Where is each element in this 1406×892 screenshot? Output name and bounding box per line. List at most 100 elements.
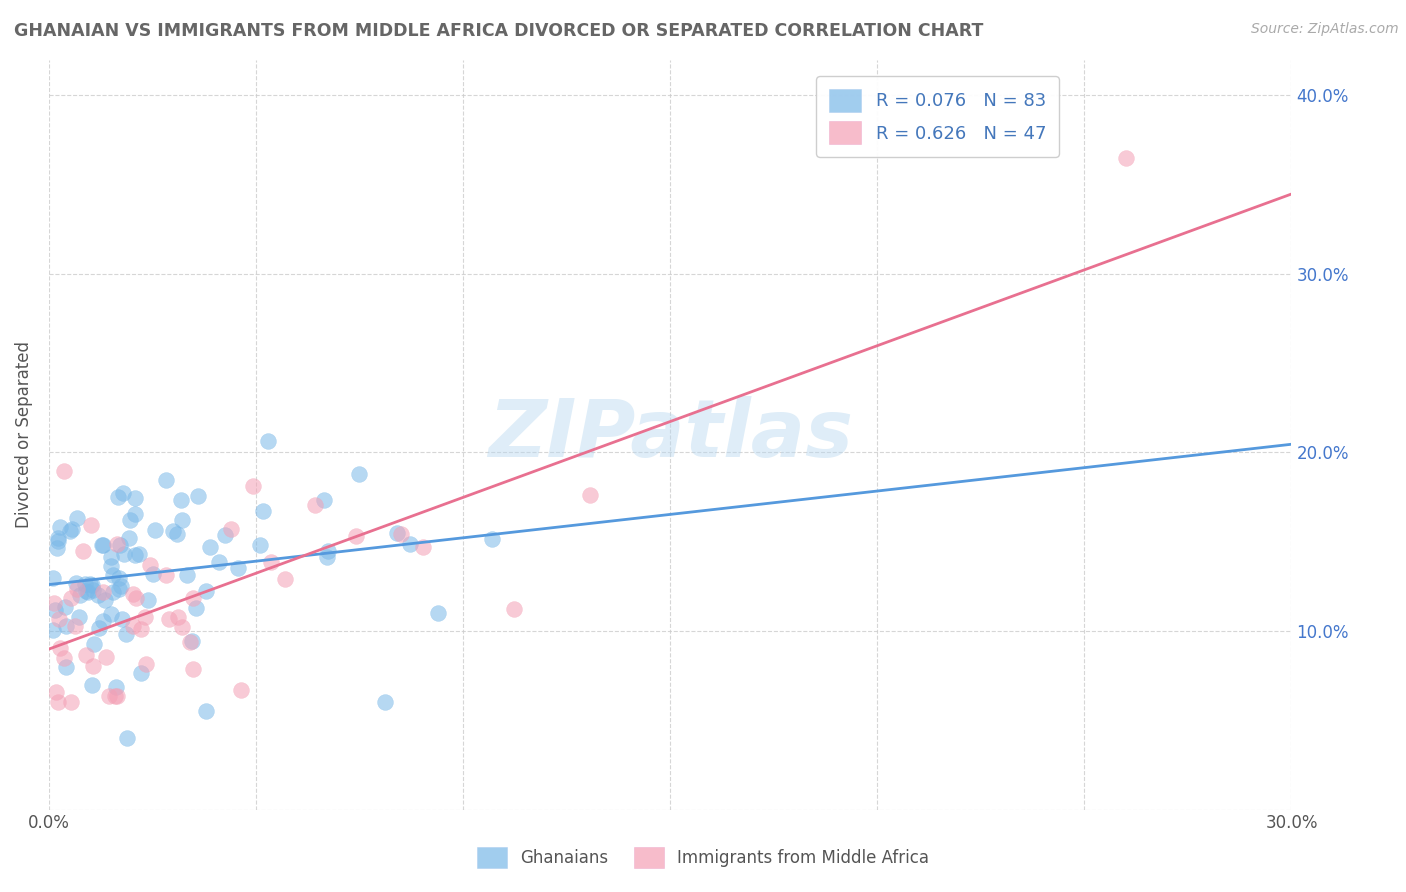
Point xyxy=(176,567,198,582)
Point xyxy=(83,637,105,651)
Point xyxy=(82,658,104,673)
Point xyxy=(55,619,77,633)
Point xyxy=(65,619,87,633)
Point xyxy=(60,591,83,606)
Point xyxy=(112,486,135,500)
Point xyxy=(66,582,89,597)
Point xyxy=(124,491,146,505)
Point xyxy=(49,640,72,655)
Point xyxy=(75,577,97,591)
Point xyxy=(107,491,129,505)
Point xyxy=(100,559,122,574)
Point xyxy=(208,555,231,569)
Point xyxy=(155,568,177,582)
Point xyxy=(67,610,90,624)
Point xyxy=(105,689,128,703)
Point xyxy=(44,596,66,610)
Point xyxy=(93,592,115,607)
Point xyxy=(90,538,112,552)
Point xyxy=(503,602,526,616)
Point xyxy=(412,540,434,554)
Point xyxy=(226,561,249,575)
Point xyxy=(100,549,122,564)
Point xyxy=(122,587,145,601)
Point xyxy=(42,624,65,638)
Point xyxy=(82,583,104,598)
Point xyxy=(103,567,125,582)
Point xyxy=(80,578,103,592)
Point xyxy=(170,620,193,634)
Point xyxy=(125,591,148,606)
Point xyxy=(79,517,101,532)
Point xyxy=(105,537,128,551)
Point xyxy=(77,584,100,599)
Point xyxy=(110,579,132,593)
Point xyxy=(252,504,274,518)
Point xyxy=(162,524,184,538)
Point xyxy=(98,689,121,703)
Point xyxy=(53,464,76,478)
Point xyxy=(179,634,201,648)
Point xyxy=(69,588,91,602)
Point xyxy=(136,593,159,607)
Point xyxy=(385,525,408,540)
Point xyxy=(219,522,242,536)
Point xyxy=(89,621,111,635)
Point xyxy=(134,610,156,624)
Point xyxy=(79,577,101,591)
Point xyxy=(121,619,143,633)
Point xyxy=(46,534,69,549)
Point xyxy=(242,479,264,493)
Point xyxy=(166,526,188,541)
Point xyxy=(195,704,218,718)
Point xyxy=(124,548,146,562)
Point xyxy=(187,489,209,503)
Point xyxy=(66,511,89,525)
Point xyxy=(59,695,82,709)
Point xyxy=(181,662,204,676)
Point xyxy=(135,657,157,672)
Legend: R = 0.076   N = 83, R = 0.626   N = 47: R = 0.076 N = 83, R = 0.626 N = 47 xyxy=(815,76,1059,157)
Point xyxy=(49,520,72,534)
Point xyxy=(349,467,371,481)
Point xyxy=(53,651,76,665)
Point xyxy=(142,567,165,582)
Point xyxy=(426,606,449,620)
Point xyxy=(374,695,396,709)
Point xyxy=(45,541,67,555)
Point xyxy=(110,538,132,552)
Point xyxy=(48,612,70,626)
Point xyxy=(1115,151,1137,165)
Point xyxy=(172,513,194,527)
Point xyxy=(65,576,87,591)
Point xyxy=(104,689,127,703)
Point xyxy=(80,677,103,691)
Point xyxy=(42,571,65,585)
Point xyxy=(101,584,124,599)
Point xyxy=(186,600,208,615)
Point xyxy=(145,523,167,537)
Point xyxy=(112,547,135,561)
Legend: Ghanaians, Immigrants from Middle Africa: Ghanaians, Immigrants from Middle Africa xyxy=(471,840,935,875)
Point xyxy=(75,648,97,662)
Point xyxy=(53,600,76,615)
Point xyxy=(167,610,190,624)
Point xyxy=(100,607,122,621)
Point xyxy=(198,540,221,554)
Point xyxy=(118,512,141,526)
Point xyxy=(115,731,138,745)
Point xyxy=(118,531,141,545)
Point xyxy=(256,434,278,448)
Point xyxy=(91,538,114,552)
Point xyxy=(75,584,97,599)
Point xyxy=(128,548,150,562)
Point xyxy=(578,488,600,502)
Point xyxy=(214,528,236,542)
Point xyxy=(104,680,127,694)
Point xyxy=(72,544,94,558)
Point xyxy=(398,537,420,551)
Point xyxy=(389,527,412,541)
Point xyxy=(45,684,67,698)
Point xyxy=(129,665,152,680)
Point xyxy=(157,612,180,626)
